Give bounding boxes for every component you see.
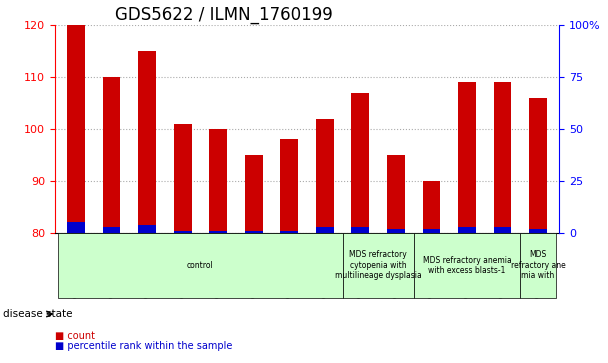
- Bar: [520, 233, 556, 298]
- Bar: [174, 124, 192, 233]
- Text: MDS
refractory ane
mia with: MDS refractory ane mia with: [511, 250, 565, 280]
- Bar: [103, 227, 120, 233]
- Bar: [413, 233, 520, 298]
- Text: ■ percentile rank within the sample: ■ percentile rank within the sample: [55, 340, 232, 351]
- Text: disease state: disease state: [3, 309, 72, 319]
- Bar: [67, 25, 85, 233]
- Text: ■ count: ■ count: [55, 331, 95, 341]
- Bar: [387, 229, 405, 233]
- Bar: [387, 155, 405, 233]
- Bar: [209, 231, 227, 233]
- Bar: [174, 231, 192, 233]
- Bar: [458, 82, 476, 233]
- Bar: [529, 229, 547, 233]
- Bar: [423, 181, 440, 233]
- Bar: [316, 227, 334, 233]
- Bar: [280, 231, 298, 233]
- Bar: [103, 77, 120, 233]
- Bar: [280, 139, 298, 233]
- Bar: [58, 233, 342, 298]
- Bar: [494, 227, 511, 233]
- Bar: [67, 223, 85, 233]
- Bar: [342, 233, 413, 298]
- Bar: [423, 229, 440, 233]
- Bar: [245, 155, 263, 233]
- Text: MDS refractory
cytopenia with
multilineage dysplasia: MDS refractory cytopenia with multilinea…: [335, 250, 421, 280]
- Bar: [351, 227, 369, 233]
- Text: MDS refractory anemia
with excess blasts-1: MDS refractory anemia with excess blasts…: [423, 256, 511, 275]
- Bar: [494, 82, 511, 233]
- Bar: [316, 119, 334, 233]
- Bar: [138, 225, 156, 233]
- Text: control: control: [187, 261, 214, 270]
- Bar: [458, 227, 476, 233]
- Bar: [209, 129, 227, 233]
- Bar: [351, 93, 369, 233]
- Bar: [529, 98, 547, 233]
- Text: GDS5622 / ILMN_1760199: GDS5622 / ILMN_1760199: [116, 6, 333, 24]
- Bar: [138, 51, 156, 233]
- Bar: [245, 231, 263, 233]
